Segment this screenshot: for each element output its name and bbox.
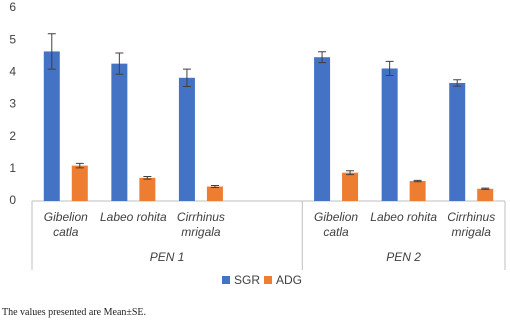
bar (342, 172, 359, 201)
error-bar (115, 52, 124, 75)
bar (381, 68, 398, 202)
group-label: PEN 2 (386, 250, 421, 264)
x-tick-label: Labeo rohita (370, 210, 437, 224)
x-tick-label: Cirrhinus mrigala (176, 210, 225, 239)
y-tick-label: 2 (9, 129, 16, 143)
footnote: The values presented are Mean±SE. (2, 307, 147, 318)
error-bar (453, 79, 462, 87)
y-tick-label: 6 (9, 0, 16, 14)
error-bar (346, 170, 355, 176)
legend-swatch (222, 276, 230, 284)
legend-swatch (264, 276, 272, 284)
bar (111, 63, 128, 202)
x-tick-label: Gibelion catla (314, 210, 359, 239)
y-tick-label: 3 (9, 97, 16, 111)
group-label: PEN 1 (149, 250, 185, 264)
error-bar (413, 179, 422, 183)
error-bar (210, 185, 219, 188)
bar (409, 181, 426, 201)
bar (314, 57, 331, 202)
bar (178, 77, 195, 201)
y-tick-label: 0 (9, 193, 16, 207)
y-tick-label: 5 (9, 32, 16, 46)
error-bar (182, 68, 191, 87)
legend-label: SGR (234, 273, 260, 287)
x-tick-label: Labeo rohita (99, 210, 167, 224)
bar (206, 186, 223, 201)
error-bar (143, 176, 152, 180)
bar (71, 165, 88, 201)
bar (449, 82, 466, 201)
legend-label: ADG (276, 273, 302, 287)
bar (477, 188, 494, 201)
bar (139, 177, 156, 201)
error-bar (318, 51, 327, 64)
bar (43, 51, 60, 201)
error-bar (385, 60, 394, 77)
x-tick-label: Cirrhinus mrigala (447, 210, 496, 239)
y-tick-label: 1 (9, 161, 16, 175)
error-bar (47, 33, 56, 70)
x-tick-label: Gibelion catla (43, 210, 88, 239)
y-tick-label: 4 (9, 65, 16, 79)
error-bar (481, 187, 490, 190)
error-bar (75, 162, 84, 169)
